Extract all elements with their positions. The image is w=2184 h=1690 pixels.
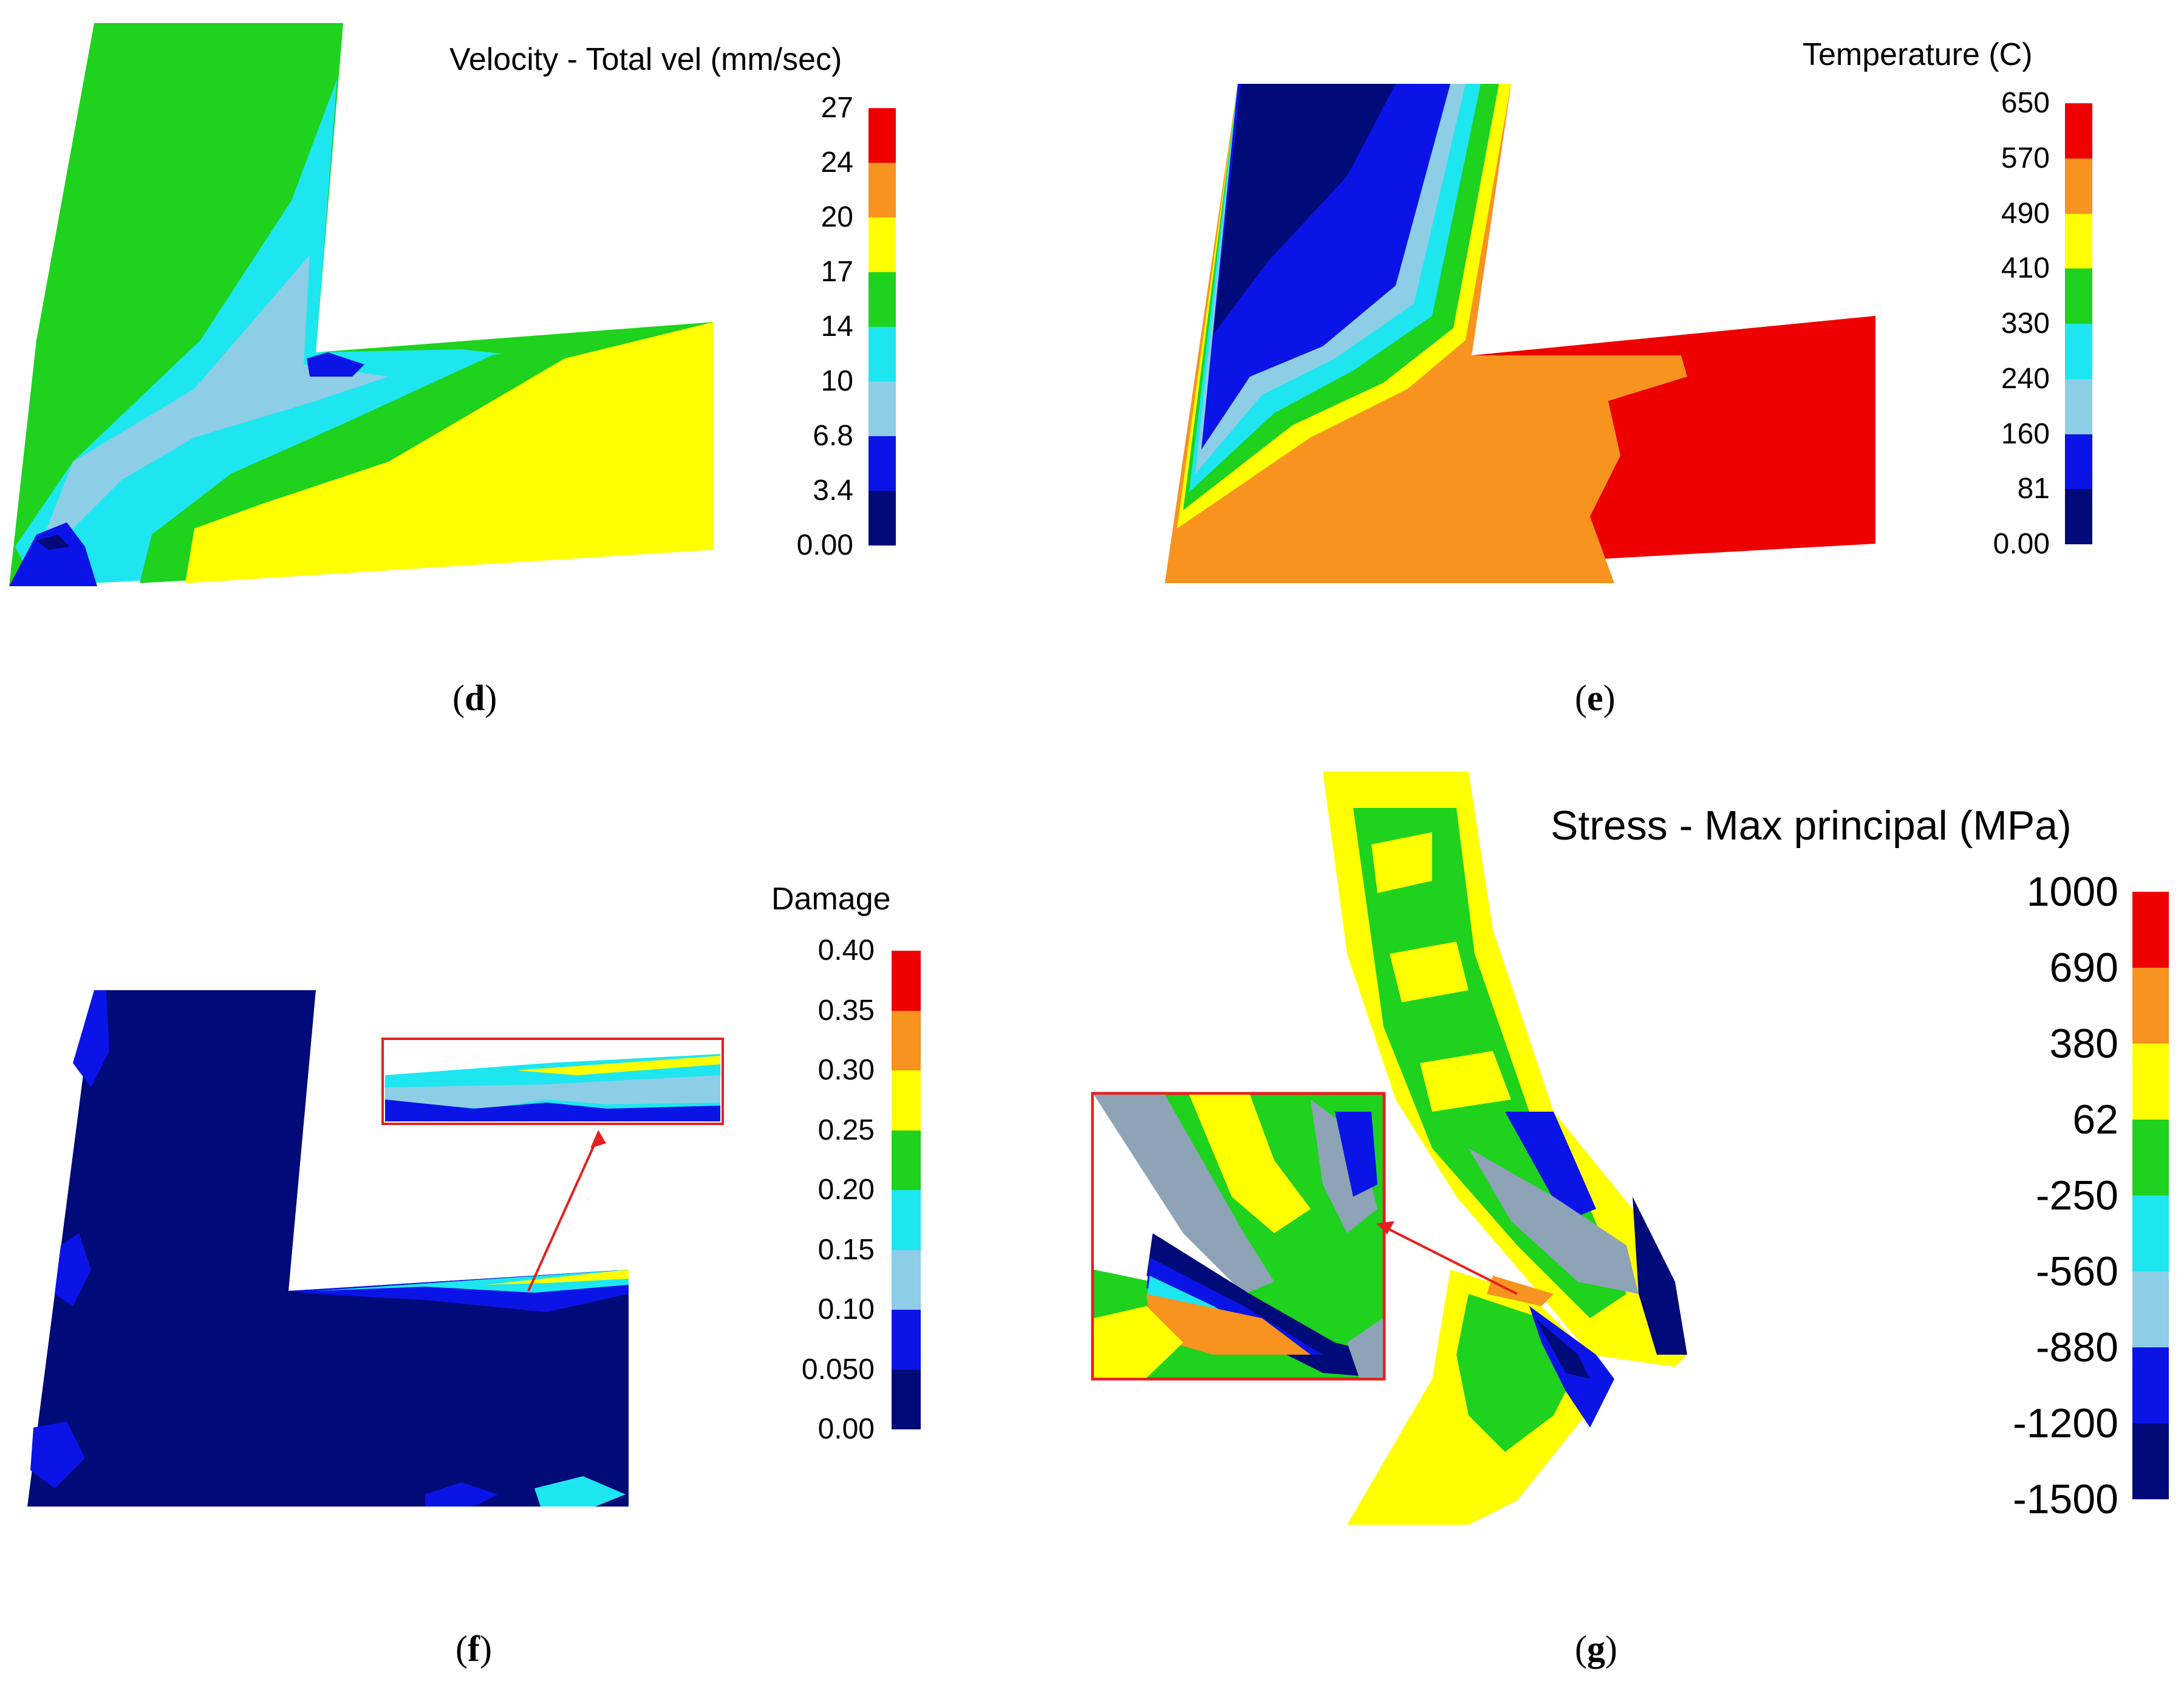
tick-label: 81 xyxy=(2017,473,2050,505)
tick-label: 570 xyxy=(2001,142,2050,174)
tick-label: 330 xyxy=(2001,307,2050,340)
colorbar-segment xyxy=(868,163,896,217)
tick-label: 240 xyxy=(2001,362,2050,395)
colorbar-segment xyxy=(892,1130,921,1190)
colorbar xyxy=(868,108,896,546)
colorbar-segment xyxy=(868,272,896,327)
tick-label: 0.15 xyxy=(817,1233,875,1266)
tick-label: 0.00 xyxy=(796,529,853,562)
legend-title: Stress - Max principal (MPa) xyxy=(1551,802,2072,849)
colorbar xyxy=(2065,103,2092,544)
temperature-contour-plot xyxy=(1165,84,1875,583)
panel-d-velocity: Velocity - Total vel (mm/sec) 27 24 20 1… xyxy=(0,0,1092,845)
colorbar-segment xyxy=(868,327,896,381)
colorbar-ticks: 0.40 0.35 0.30 0.25 0.20 0.15 0.10 0.050… xyxy=(735,934,875,1445)
panel-f-damage: Damage 0.40 0.35 0.30 0.25 0.20 0.15 0.1… xyxy=(0,771,1092,1690)
tick-label: 0.35 xyxy=(817,994,875,1027)
colorbar-segment xyxy=(2132,1271,2169,1347)
colorbar-segment xyxy=(2065,213,2092,269)
tick-label: 160 xyxy=(2001,417,2050,450)
tick-label: 0.050 xyxy=(801,1353,875,1386)
tick-label: 17 xyxy=(821,256,853,289)
colorbar-segment xyxy=(892,1250,921,1310)
colorbar-segment xyxy=(2132,1423,2169,1499)
panel-g-stress: Stress - Max principal (MPa) 1000 690 38… xyxy=(1091,771,2184,1690)
panel-e-temperature: Temperature (C) 650 570 490 410 330 240 … xyxy=(1092,0,2184,845)
tick-label: -1500 xyxy=(2013,1476,2118,1522)
tick-label: 0.25 xyxy=(817,1114,875,1146)
tick-label: -880 xyxy=(2035,1324,2118,1370)
tick-label: 27 xyxy=(821,92,853,125)
colorbar-segment xyxy=(892,1310,921,1370)
colorbar xyxy=(892,951,921,1429)
tick-label: -1200 xyxy=(2013,1400,2118,1446)
colorbar-segment xyxy=(868,491,896,546)
panel-caption: (g) xyxy=(1575,1629,1617,1669)
colorbar-segment xyxy=(892,1190,921,1250)
colorbar-segment xyxy=(868,108,896,163)
colorbar-segment xyxy=(868,217,896,272)
colorbar-segment xyxy=(2065,434,2092,490)
tick-label: 62 xyxy=(2072,1096,2118,1143)
colorbar-segment xyxy=(892,1010,921,1070)
colorbar-segment xyxy=(892,1369,921,1429)
colorbar-segment xyxy=(2065,269,2092,324)
tick-label: 490 xyxy=(2001,197,2050,230)
colorbar-segment xyxy=(2065,158,2092,214)
colorbar-segment xyxy=(892,1070,921,1131)
stress-surface-plot xyxy=(1091,771,1687,1525)
legend-title: Damage xyxy=(771,881,891,917)
colorbar-ticks: 650 570 490 410 330 240 160 81 0.00 xyxy=(1913,87,2050,560)
legend-title: Temperature (C) xyxy=(1803,37,2033,72)
colorbar-segment xyxy=(868,436,896,491)
colorbar-segment xyxy=(2132,1347,2169,1423)
colorbar-segment xyxy=(2065,378,2092,434)
tick-label: 3.4 xyxy=(813,474,853,507)
tick-label: 0.30 xyxy=(817,1054,875,1087)
tick-label: 20 xyxy=(821,201,853,234)
colorbar-segment xyxy=(2065,489,2092,544)
tick-label: 690 xyxy=(2049,944,2118,991)
tick-label: 10 xyxy=(821,365,853,398)
colorbar-ticks: 27 24 20 17 14 10 6.8 3.4 0.00 xyxy=(717,92,853,561)
colorbar xyxy=(2132,892,2169,1499)
colorbar-segment xyxy=(2132,1044,2169,1120)
panel-caption: (e) xyxy=(1575,678,1616,718)
colorbar-segment xyxy=(2132,968,2169,1044)
tick-label: 0.00 xyxy=(1993,528,2050,561)
tick-label: 0.00 xyxy=(817,1413,875,1446)
tick-label: 14 xyxy=(821,310,853,343)
tick-label: 410 xyxy=(2001,252,2050,285)
colorbar-segment xyxy=(2132,1196,2169,1271)
colorbar-segment xyxy=(868,381,896,436)
velocity-contour-plot xyxy=(9,23,714,586)
legend-title: Velocity - Total vel (mm/sec) xyxy=(449,42,842,77)
colorbar-segment xyxy=(2132,892,2169,968)
tick-label: 6.8 xyxy=(813,420,853,453)
tick-label: 1000 xyxy=(2026,868,2118,915)
damage-contour-plot xyxy=(27,990,724,1507)
colorbar-segment xyxy=(2132,1120,2169,1196)
colorbar-segment xyxy=(2065,324,2092,379)
tick-label: 380 xyxy=(2049,1020,2118,1067)
tick-label: 24 xyxy=(821,146,853,179)
colorbar-ticks: 1000 690 380 62 -250 -560 -880 -1200 -15… xyxy=(1936,869,2118,1522)
tick-label: 0.20 xyxy=(817,1174,875,1206)
tick-label: -250 xyxy=(2035,1172,2118,1219)
panel-caption: (d) xyxy=(452,678,497,718)
tick-label: 0.10 xyxy=(817,1293,875,1326)
tick-label: 650 xyxy=(2001,87,2050,120)
colorbar-segment xyxy=(2065,103,2092,159)
tick-label: 0.40 xyxy=(817,934,875,967)
colorbar-segment xyxy=(892,951,921,1011)
panel-caption: (f) xyxy=(456,1629,492,1669)
tick-label: -560 xyxy=(2035,1248,2118,1295)
